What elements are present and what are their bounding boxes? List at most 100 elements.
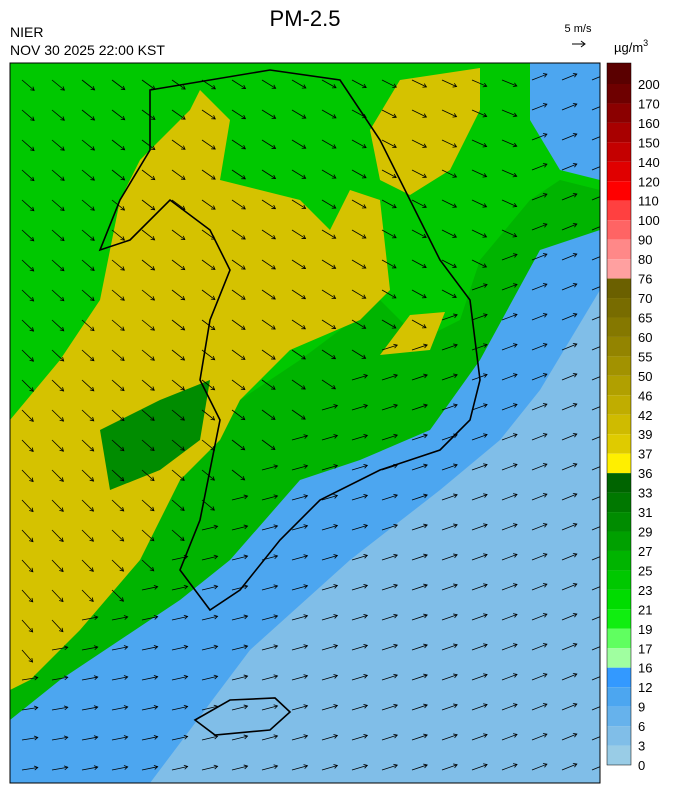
wind-arrow — [531, 313, 548, 321]
wind-arrowhead — [89, 537, 94, 542]
wind-arrowhead — [120, 145, 126, 151]
wind-arrow — [351, 404, 368, 411]
wind-arrow — [411, 764, 428, 771]
wind-arrow — [261, 705, 278, 711]
sea-low — [530, 63, 600, 180]
colorbar-segment — [607, 103, 631, 123]
wind-arrow — [51, 529, 64, 542]
wind-arrowhead — [572, 582, 578, 588]
wind-arrowhead — [542, 553, 548, 558]
wind-arrowhead — [30, 146, 35, 152]
wind-arrowhead — [183, 734, 189, 740]
wind-arrowhead — [572, 72, 578, 78]
wind-arrowhead — [28, 567, 34, 573]
wind-scale-arrowhead — [580, 40, 586, 48]
wind-arrowhead — [210, 355, 216, 361]
wind-arrowhead — [150, 326, 155, 331]
wind-arrow — [411, 109, 427, 118]
wind-arrow — [591, 76, 600, 81]
wind-arrow — [501, 494, 518, 501]
wind-arrow — [411, 464, 428, 471]
colorbar-label: 42 — [638, 408, 652, 423]
wind-arrow — [291, 765, 308, 771]
wind-arrow — [411, 644, 428, 651]
wind-arrow — [81, 319, 95, 331]
wind-arrowhead — [333, 614, 339, 619]
wind-arrowhead — [180, 356, 186, 361]
colorbar-segment — [607, 453, 631, 474]
wind-arrow — [81, 199, 95, 211]
wind-arrow — [81, 616, 98, 621]
wind-arrow — [321, 765, 338, 771]
wind-arrowhead — [89, 567, 94, 572]
colorbar: 2001701601501401201101009080767065605550… — [606, 62, 660, 773]
wind-arrow — [411, 734, 428, 741]
wind-arrow — [381, 674, 398, 681]
wind-arrow — [201, 645, 218, 651]
wind-arrowhead — [393, 433, 398, 439]
wind-arrowhead — [59, 567, 64, 573]
wind-arrowhead — [210, 325, 216, 331]
wind-arrow — [441, 259, 457, 268]
wind-arrow — [411, 199, 427, 208]
wind-arrowhead — [483, 703, 488, 708]
wind-arrow — [471, 734, 488, 741]
wind-arrow — [591, 406, 600, 411]
wind-arrow — [351, 349, 366, 359]
wind-arrowhead — [361, 174, 367, 179]
wind-arrowhead — [301, 355, 306, 360]
wind-arrow — [471, 494, 488, 501]
wind-arrowhead — [153, 644, 159, 650]
wind-arrow — [231, 555, 248, 561]
wind-arrowhead — [241, 235, 246, 240]
wind-arrowhead — [392, 234, 397, 239]
wind-arrowhead — [120, 115, 126, 121]
wind-arrowhead — [243, 524, 249, 530]
wind-arrowhead — [542, 673, 548, 678]
wind-arrow — [171, 676, 188, 681]
wind-arrow — [531, 493, 548, 501]
wind-arrowhead — [512, 433, 518, 438]
colorbar-label: 36 — [638, 466, 652, 481]
wind-arrow — [141, 736, 158, 741]
wind-arrow — [351, 139, 367, 149]
colorbar-label: 6 — [638, 719, 645, 734]
wind-arrow — [591, 706, 600, 711]
wind-arrowhead — [363, 733, 369, 739]
wind-arrowhead — [180, 476, 185, 481]
wind-arrowhead — [423, 343, 428, 349]
agency: NIER — [10, 24, 43, 40]
wind-arrow — [171, 586, 188, 591]
wind-arrow — [171, 79, 186, 90]
wind-arrow — [21, 349, 34, 362]
wind-arrowhead — [572, 492, 578, 498]
wind-arrow — [531, 373, 548, 381]
wind-arrowhead — [603, 193, 607, 197]
wind-arrowhead — [243, 614, 249, 620]
wind-arrow — [321, 555, 338, 561]
wind-arrowhead — [393, 373, 398, 379]
wind-arrow — [171, 259, 185, 271]
wind-arrowhead — [603, 103, 607, 107]
wind-arrow — [531, 523, 548, 531]
wind-arrowhead — [512, 373, 518, 378]
wind-arrowhead — [572, 522, 578, 528]
wind-arrowhead — [422, 263, 427, 269]
colorbar-label: 200 — [638, 77, 660, 92]
wind-arrowhead — [273, 734, 279, 740]
wind-arrowhead — [603, 73, 607, 77]
wind-arrowhead — [59, 356, 65, 362]
wind-arrowhead — [29, 266, 35, 272]
wind-arrow — [171, 199, 186, 210]
title: PM-2.5 — [270, 6, 341, 31]
wind-arrowhead — [452, 203, 458, 208]
colorbar-label: 31 — [638, 505, 652, 520]
wind-arrow — [381, 404, 398, 411]
wind-arrowhead — [512, 553, 518, 558]
wind-arrowhead — [211, 145, 216, 150]
wind-arrowhead — [90, 206, 95, 211]
wind-arrowhead — [483, 733, 488, 738]
wind-arrow — [171, 289, 185, 301]
wind-arrowhead — [183, 764, 189, 770]
wind-arrowhead — [331, 114, 337, 119]
